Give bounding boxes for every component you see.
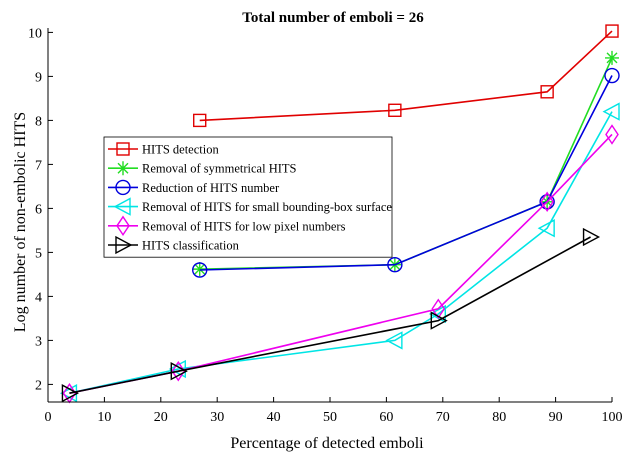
y-tick-label: 6 [35, 202, 42, 217]
data-point [430, 311, 448, 330]
legend-label: HITS classification [142, 239, 240, 253]
x-tick-label: 10 [97, 410, 111, 425]
data-point [604, 67, 620, 84]
legend-marker [113, 197, 131, 216]
legend-label: HITS detection [142, 143, 219, 157]
legend-item: Removal of HITS for small bounding-box s… [108, 197, 392, 216]
y-tick-label: 7 [35, 158, 42, 173]
data-point [61, 384, 79, 403]
series-3 [192, 67, 620, 278]
data-point [602, 102, 620, 121]
plot-area [59, 24, 620, 404]
y-tick-label: 2 [35, 378, 42, 393]
data-point [192, 262, 208, 278]
legend-marker [115, 179, 131, 196]
legend-item: HITS detection [108, 142, 219, 157]
legend-marker [116, 161, 130, 176]
legend-label: Reduction of HITS number [142, 181, 280, 195]
data-point [388, 103, 402, 117]
series-line [199, 30, 613, 122]
data-point [193, 113, 207, 128]
y-tick-label: 10 [28, 26, 42, 41]
x-tick-label: 50 [323, 410, 337, 425]
axes: 0 10 20 30 40 50 60 70 80 90 100 2 3 4 5 6 7 8 9 10 [28, 26, 623, 425]
data-point [170, 362, 188, 381]
x-tick-label: 90 [549, 410, 563, 425]
data-point [385, 331, 403, 350]
legend-item: Reduction of HITS number [108, 179, 280, 196]
data-point [605, 50, 619, 65]
legend-item: HITS classification [108, 235, 240, 255]
y-tick-label: 9 [35, 70, 42, 85]
series-line [69, 111, 613, 394]
legend-marker [115, 235, 133, 255]
legend: HITS detection Removal of symmetrical HIT… [103, 136, 393, 258]
data-point [605, 124, 619, 145]
x-axis-label: Percentage of detected emboli [230, 435, 424, 452]
series-1 [193, 24, 619, 128]
data-point [387, 257, 403, 273]
data-point [192, 262, 207, 277]
data-point [605, 24, 619, 38]
legend-marker [116, 215, 130, 237]
data-point [431, 298, 446, 319]
x-tick-label: 80 [492, 410, 506, 425]
x-tick-label: 40 [267, 410, 281, 425]
series-6 [61, 227, 601, 403]
x-tick-label: 30 [210, 410, 224, 425]
chart-title: Total number of emboli = 26 [242, 10, 424, 26]
data-point [582, 227, 601, 247]
x-tick-label: 70 [436, 410, 450, 425]
x-tick-label: 0 [45, 410, 52, 425]
data-point [539, 194, 555, 210]
data-point [540, 191, 554, 213]
legend-label: Removal of HITS for low pixel numbers [142, 219, 346, 233]
y-tick-label: 4 [35, 290, 42, 305]
x-tick-label: 20 [154, 410, 168, 425]
legend-item: Removal of symmetrical HITS [108, 161, 297, 176]
y-tick-label: 8 [35, 114, 42, 129]
y-tick-label: 3 [35, 334, 42, 349]
legend-label: Removal of HITS for small bounding-box s… [142, 200, 392, 214]
data-point [540, 85, 554, 99]
data-point [171, 360, 186, 382]
legend-box [103, 136, 393, 258]
series-line [69, 236, 591, 394]
y-tick-label: 5 [35, 246, 42, 261]
y-axis-label: Log number of non-embolic HITS [12, 112, 29, 332]
legend-label: Removal of symmetrical HITS [142, 162, 297, 176]
data-point [537, 219, 555, 238]
legend-marker [116, 142, 130, 156]
series-line [199, 75, 613, 271]
x-tick-label: 60 [379, 410, 393, 425]
x-tick-label: 100 [602, 410, 623, 425]
legend-item: Removal of HITS for low pixel numbers [108, 215, 346, 237]
